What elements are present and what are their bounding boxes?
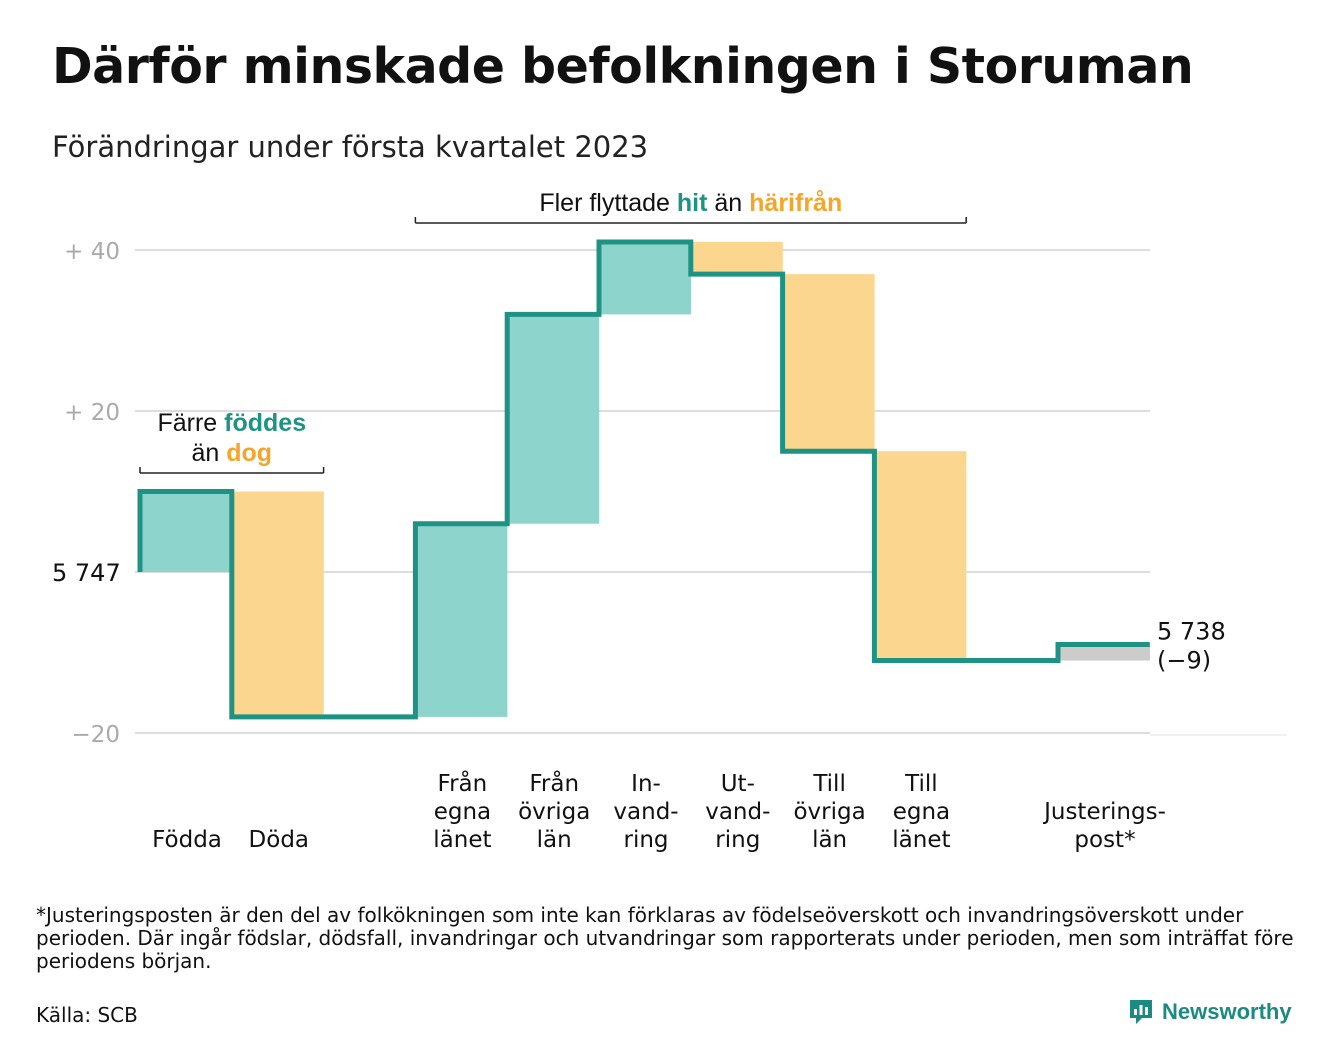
end-value-label: (−9) (1157, 646, 1211, 674)
annotation-segment: härifrån (749, 189, 842, 217)
category-label: länet (433, 827, 491, 853)
bar-frånegnalänet (417, 523, 508, 717)
annotation-segment: hit (677, 189, 708, 217)
category-label: Till (904, 771, 938, 797)
bar-döda (233, 491, 324, 717)
category-label: vand- (613, 799, 678, 825)
y-tick-label: −20 (71, 722, 120, 748)
bar-utvandring (692, 241, 783, 275)
chart-subtitle: Förändringar under första kvartalet 2023 (52, 130, 649, 164)
y-tick-label: + 20 (64, 400, 120, 426)
category-label: Döda (249, 827, 309, 853)
category-label: län (537, 827, 572, 853)
chart-title: Därför minskade befolkningen i Storuman (52, 38, 1194, 95)
category-label: vand- (705, 799, 770, 825)
category-label: ring (623, 827, 668, 853)
category-label: övriga (518, 799, 590, 825)
y-tick-label: + 40 (64, 239, 120, 265)
category-label: Ut- (721, 771, 755, 797)
bars (142, 241, 1150, 717)
annotation-segment: än (192, 439, 227, 467)
newsworthy-logo-icon (1130, 1000, 1152, 1024)
category-label: övriga (793, 799, 865, 825)
category-label: egna (893, 799, 950, 825)
category-label: Från (438, 769, 488, 797)
annotation-segment: dog (226, 439, 272, 467)
annotation-segment: Färre (157, 409, 224, 437)
bar-justeringspost (1060, 644, 1150, 661)
bar-tillövrigalän (784, 274, 875, 452)
annotation-segment: föddes (224, 409, 306, 437)
running-total-line (137, 239, 1150, 720)
bar-frånövrigalän (509, 314, 600, 524)
bar-födda (142, 491, 232, 572)
category-label: post* (1074, 827, 1135, 853)
start-value-label: 5 747 (52, 559, 121, 587)
bar-invandring (601, 241, 691, 315)
category-label: län (812, 827, 847, 853)
annotation-text: Fler flyttade hit än härifrån (539, 189, 842, 217)
category-label: ring (715, 827, 760, 853)
bar-tillegnalänet (876, 451, 967, 661)
category-label: Till (812, 771, 846, 797)
category-label: Från (529, 769, 579, 797)
annotation-segment: än (707, 189, 749, 217)
category-label: egna (434, 799, 491, 825)
category-label: länet (892, 827, 950, 853)
category-label: In- (631, 771, 661, 797)
category-label: Födda (152, 827, 222, 853)
end-value-label: 5 738 (1157, 617, 1226, 645)
annotation-text: än dog (192, 439, 273, 467)
brand-logo: Newsworthy (1128, 998, 1292, 1026)
source-note: Källa: SCB (36, 1003, 138, 1027)
annotation-text: Färre föddes (157, 409, 306, 437)
step-line (137, 239, 1150, 720)
category-label: Justerings- (1042, 799, 1166, 825)
footnote: *Justeringsposten är den del av folkökni… (36, 903, 1294, 973)
brand-name: Newsworthy (1162, 999, 1292, 1024)
annotation-segment: Fler flyttade (539, 189, 677, 217)
